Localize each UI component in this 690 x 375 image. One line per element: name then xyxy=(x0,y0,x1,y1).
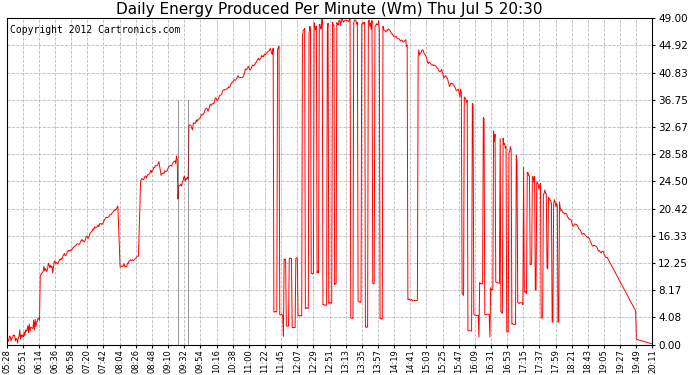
Text: Copyright 2012 Cartronics.com: Copyright 2012 Cartronics.com xyxy=(10,25,180,35)
Title: Daily Energy Produced Per Minute (Wm) Thu Jul 5 20:30: Daily Energy Produced Per Minute (Wm) Th… xyxy=(117,2,543,17)
